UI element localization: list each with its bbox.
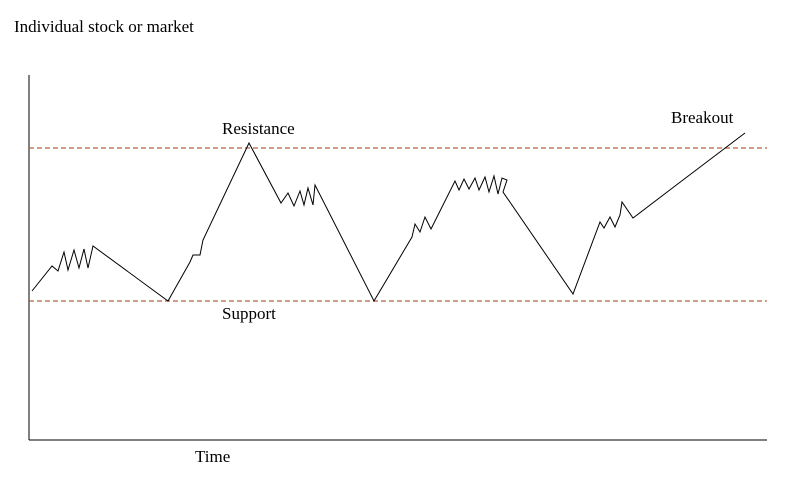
breakout-label: Breakout	[671, 108, 734, 127]
resistance-label: Resistance	[222, 119, 295, 138]
x-axis-label: Time	[195, 447, 230, 466]
support-label: Support	[222, 304, 276, 323]
price-line	[31, 132, 746, 303]
title: Individual stock or market	[14, 17, 194, 36]
